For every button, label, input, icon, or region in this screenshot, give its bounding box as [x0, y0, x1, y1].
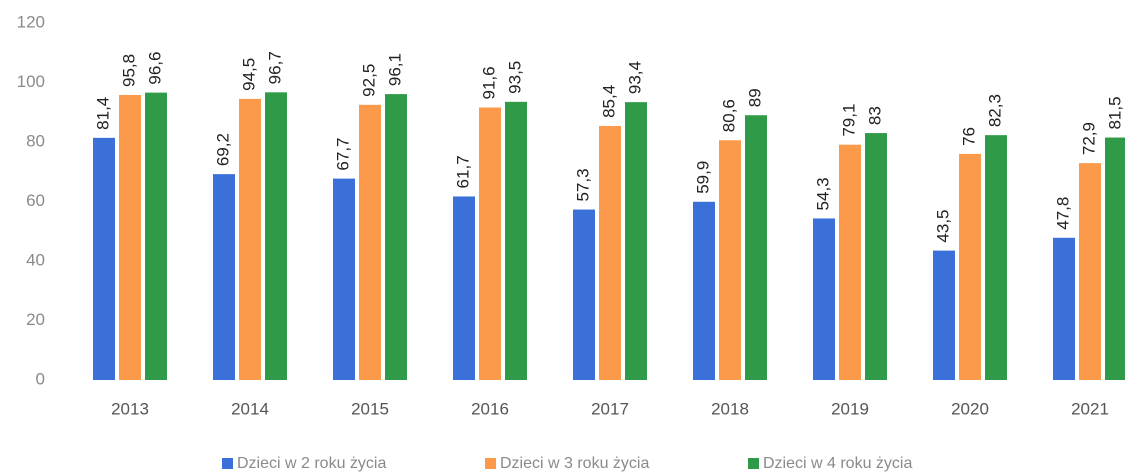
bar — [333, 178, 355, 380]
value-label: 94,5 — [239, 58, 258, 91]
y-tick-label: 40 — [26, 250, 45, 269]
value-label: 72,9 — [1079, 122, 1098, 155]
value-label: 96,7 — [265, 51, 284, 84]
bar — [933, 250, 955, 380]
x-tick-label: 2015 — [351, 399, 389, 418]
value-label: 91,6 — [479, 66, 498, 99]
value-label: 85,4 — [599, 85, 618, 118]
bar — [865, 133, 887, 380]
value-label: 81,4 — [93, 97, 112, 130]
legend-label: Dzieci w 4 roku życia — [763, 455, 912, 472]
value-label: 79,1 — [839, 104, 858, 137]
bar — [213, 174, 235, 380]
bar — [1079, 163, 1101, 380]
y-tick-label: 60 — [26, 191, 45, 210]
y-tick-label: 80 — [26, 131, 45, 150]
value-label: 93,4 — [625, 61, 644, 94]
legend-swatch — [748, 458, 759, 469]
legend-swatch — [222, 458, 233, 469]
bar — [719, 140, 741, 380]
value-label: 59,9 — [693, 161, 712, 194]
bar — [745, 115, 767, 380]
y-tick-label: 100 — [17, 72, 45, 91]
bar — [985, 135, 1007, 380]
x-tick-label: 2019 — [831, 399, 869, 418]
x-tick-label: 2017 — [591, 399, 629, 418]
x-tick-label: 2021 — [1071, 399, 1109, 418]
legend-label: Dzieci w 2 roku życia — [237, 455, 386, 472]
value-label: 43,5 — [933, 209, 952, 242]
value-label: 95,8 — [119, 54, 138, 87]
value-label: 92,5 — [359, 64, 378, 97]
bar — [93, 137, 115, 380]
bar — [573, 209, 595, 380]
value-label: 96,6 — [145, 52, 164, 85]
value-label: 69,2 — [213, 133, 232, 166]
value-label: 89 — [745, 88, 764, 107]
bar — [1105, 137, 1125, 380]
y-tick-label: 20 — [26, 310, 45, 329]
value-label: 57,3 — [573, 168, 592, 201]
x-tick-label: 2018 — [711, 399, 749, 418]
x-tick-label: 2014 — [231, 399, 269, 418]
bar — [839, 144, 861, 380]
legend-swatch — [485, 458, 496, 469]
bar — [505, 101, 527, 381]
y-tick-label: 0 — [36, 369, 45, 388]
bar — [119, 94, 141, 381]
x-tick-label: 2013 — [111, 399, 149, 418]
bar — [959, 153, 981, 380]
bar — [385, 94, 407, 380]
bar — [479, 107, 501, 381]
bar — [265, 92, 287, 380]
value-label: 76 — [959, 127, 978, 146]
bar — [599, 125, 621, 380]
y-tick-label: 120 — [17, 12, 45, 31]
bar — [693, 201, 715, 380]
value-label: 81,5 — [1105, 96, 1124, 129]
bar — [453, 196, 475, 380]
value-label: 93,5 — [505, 61, 524, 94]
value-label: 47,8 — [1053, 197, 1072, 230]
value-label: 82,3 — [985, 94, 1004, 127]
bar — [625, 102, 647, 380]
value-label: 54,3 — [813, 177, 832, 210]
legend-label: Dzieci w 3 roku życia — [500, 455, 649, 472]
x-tick-label: 2020 — [951, 399, 989, 418]
value-label: 83 — [865, 106, 884, 125]
bar — [359, 104, 381, 380]
value-label: 80,6 — [719, 99, 738, 132]
value-label: 96,1 — [385, 53, 404, 86]
bar — [239, 98, 261, 381]
bar — [813, 218, 835, 380]
value-label: 67,7 — [333, 137, 352, 170]
x-tick-label: 2016 — [471, 399, 509, 418]
bar — [145, 92, 167, 381]
bar — [1053, 237, 1075, 380]
value-label: 61,7 — [453, 155, 472, 188]
